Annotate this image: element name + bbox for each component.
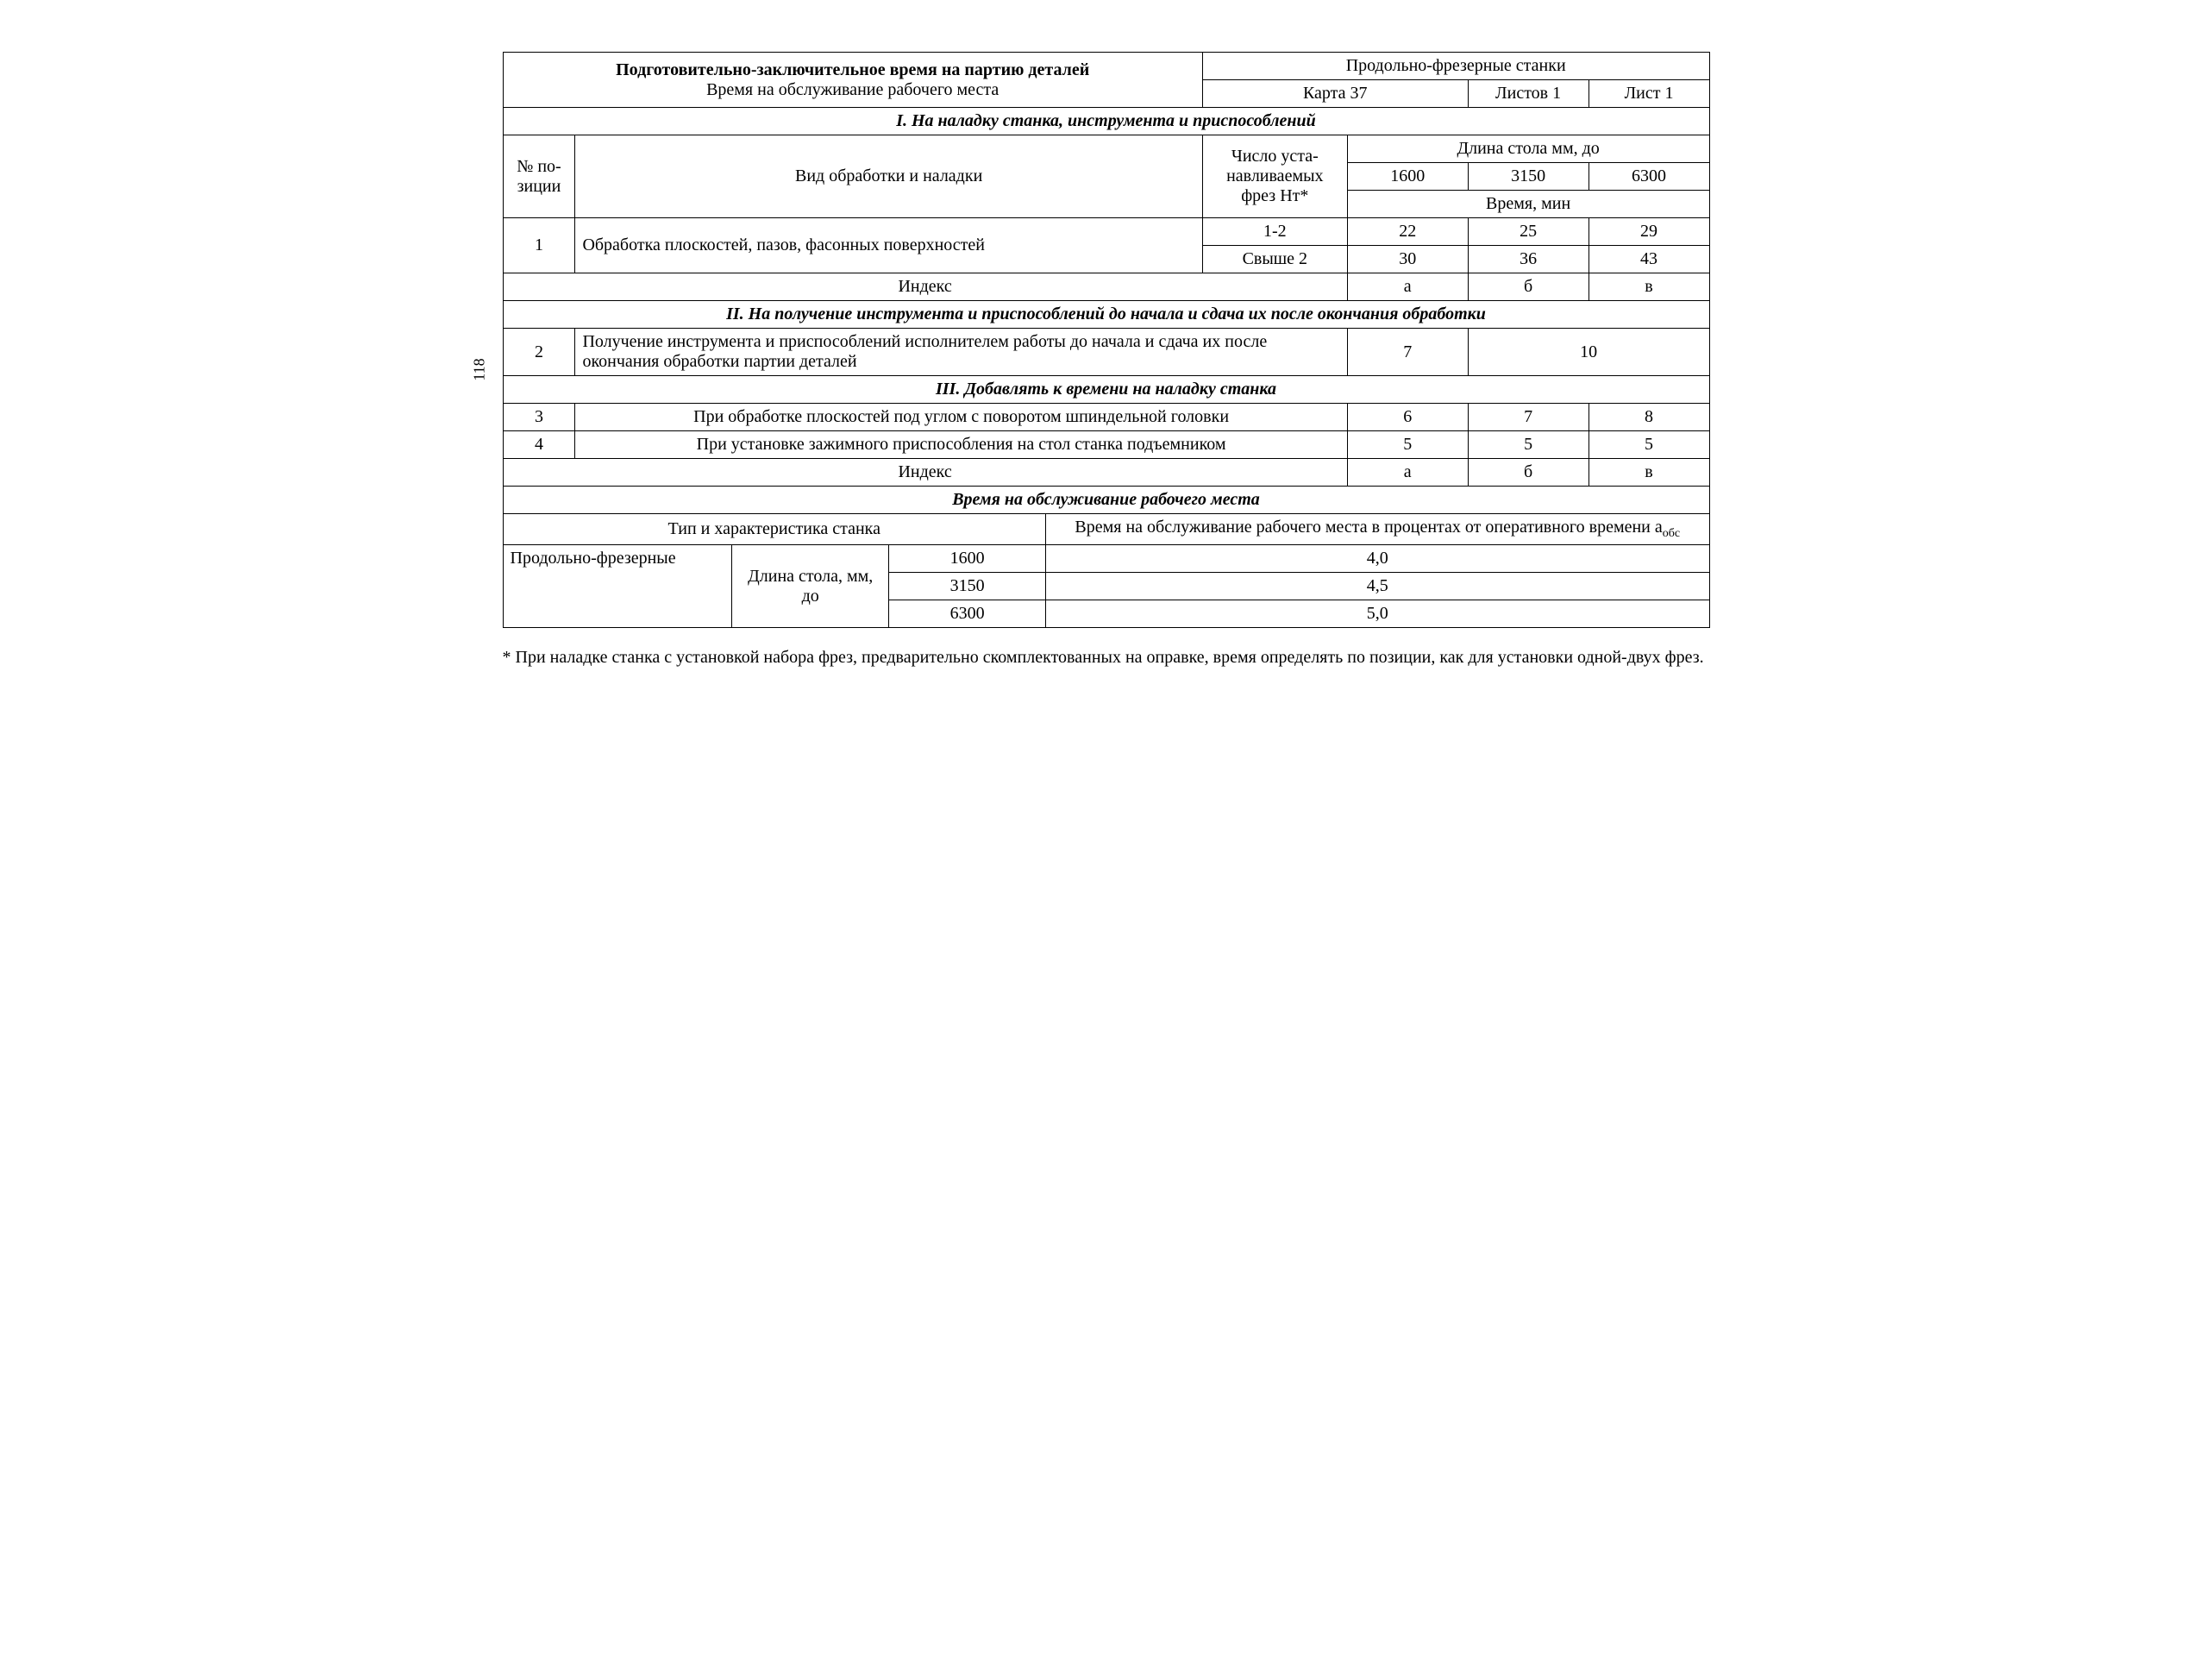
- srv-r1-val: 4,0: [1046, 545, 1709, 573]
- len-col2: 3150: [1468, 163, 1589, 191]
- row1-v1: 22: [1347, 218, 1468, 246]
- row1-v2: 25: [1468, 218, 1589, 246]
- title-line1: Подготовительно-заключительное время на …: [616, 60, 1089, 79]
- len-col3: 6300: [1589, 163, 1709, 191]
- row4-v2: 5: [1468, 431, 1589, 459]
- section2-title: II. На получение инструмента и приспособ…: [503, 301, 1709, 329]
- index1-a: а: [1347, 273, 1468, 301]
- index-label2: Индекс: [503, 459, 1347, 487]
- index2-a: а: [1347, 459, 1468, 487]
- row1-vid: Обработка плоскостей, пазов, фасонных по…: [575, 218, 1202, 273]
- type-header: Тип и характеристика станка: [503, 514, 1046, 545]
- footnote: * При наладке станка с установкой набора…: [503, 645, 1710, 669]
- row1-frez2: Свыше 2: [1202, 246, 1347, 273]
- row4-pos: 4: [503, 431, 575, 459]
- percent-header-sub: обс: [1663, 527, 1680, 540]
- row1-v6: 43: [1589, 246, 1709, 273]
- index1-v: в: [1589, 273, 1709, 301]
- time-header: Время, мин: [1347, 191, 1709, 218]
- vid-header: Вид обработки и наладки: [575, 135, 1202, 218]
- title-cell: Подготовительно-заключительное время на …: [503, 53, 1202, 108]
- index1-b: б: [1468, 273, 1589, 301]
- srv-r3-val: 5,0: [1046, 600, 1709, 628]
- index2-v: в: [1589, 459, 1709, 487]
- machine-type: Продольно-фрезерные: [503, 545, 732, 628]
- row1-v3: 29: [1589, 218, 1709, 246]
- section1-title: I. На наладку станка, инструмента и прис…: [503, 108, 1709, 135]
- row4-vid: При установке зажимного приспособления н…: [575, 431, 1347, 459]
- row3-v1: 6: [1347, 404, 1468, 431]
- row2-vid: Получение инструмента и приспособлений и…: [575, 329, 1347, 376]
- page-container: 118 Подготовительно-заключительное время…: [503, 52, 1710, 669]
- service-title: Время на обслуживание рабочего места: [503, 487, 1709, 514]
- row4-v1: 5: [1347, 431, 1468, 459]
- sheet-cell: Лист 1: [1589, 80, 1709, 108]
- srv-r2-len: 3150: [889, 573, 1046, 600]
- page-number: 118: [470, 358, 488, 380]
- index2-b: б: [1468, 459, 1589, 487]
- length-label: Длина стола, мм,до: [732, 545, 889, 628]
- frez-header: Число уста-навливаемыхфрез Нт*: [1202, 135, 1347, 218]
- srv-r2-val: 4,5: [1046, 573, 1709, 600]
- title-line2: Время на обслуживание рабочего места: [706, 80, 999, 99]
- row3-v3: 8: [1589, 404, 1709, 431]
- length-header: Длина стола мм, до: [1347, 135, 1709, 163]
- row3-pos: 3: [503, 404, 575, 431]
- row2-v1: 7: [1347, 329, 1468, 376]
- row4-v3: 5: [1589, 431, 1709, 459]
- percent-header-text: Время на обслуживание рабочего места в п…: [1075, 518, 1662, 537]
- percent-header: Время на обслуживание рабочего места в п…: [1046, 514, 1709, 545]
- sheets-cell: Листов 1: [1468, 80, 1589, 108]
- index-label1: Индекс: [503, 273, 1347, 301]
- card-cell: Карта 37: [1202, 80, 1468, 108]
- row3-v2: 7: [1468, 404, 1589, 431]
- machines-cell: Продольно-фрезерные станки: [1202, 53, 1709, 80]
- len-col1: 1600: [1347, 163, 1468, 191]
- row2-pos: 2: [503, 329, 575, 376]
- row1-v4: 30: [1347, 246, 1468, 273]
- row2-v2: 10: [1468, 329, 1709, 376]
- pos-header: № по-зиции: [503, 135, 575, 218]
- row3-vid: При обработке плоскостей под углом с пов…: [575, 404, 1347, 431]
- srv-r1-len: 1600: [889, 545, 1046, 573]
- section3-title: III. Добавлять к времени на наладку стан…: [503, 376, 1709, 404]
- main-table: Подготовительно-заключительное время на …: [503, 52, 1710, 628]
- srv-r3-len: 6300: [889, 600, 1046, 628]
- row1-v5: 36: [1468, 246, 1589, 273]
- row1-frez1: 1-2: [1202, 218, 1347, 246]
- row1-pos: 1: [503, 218, 575, 273]
